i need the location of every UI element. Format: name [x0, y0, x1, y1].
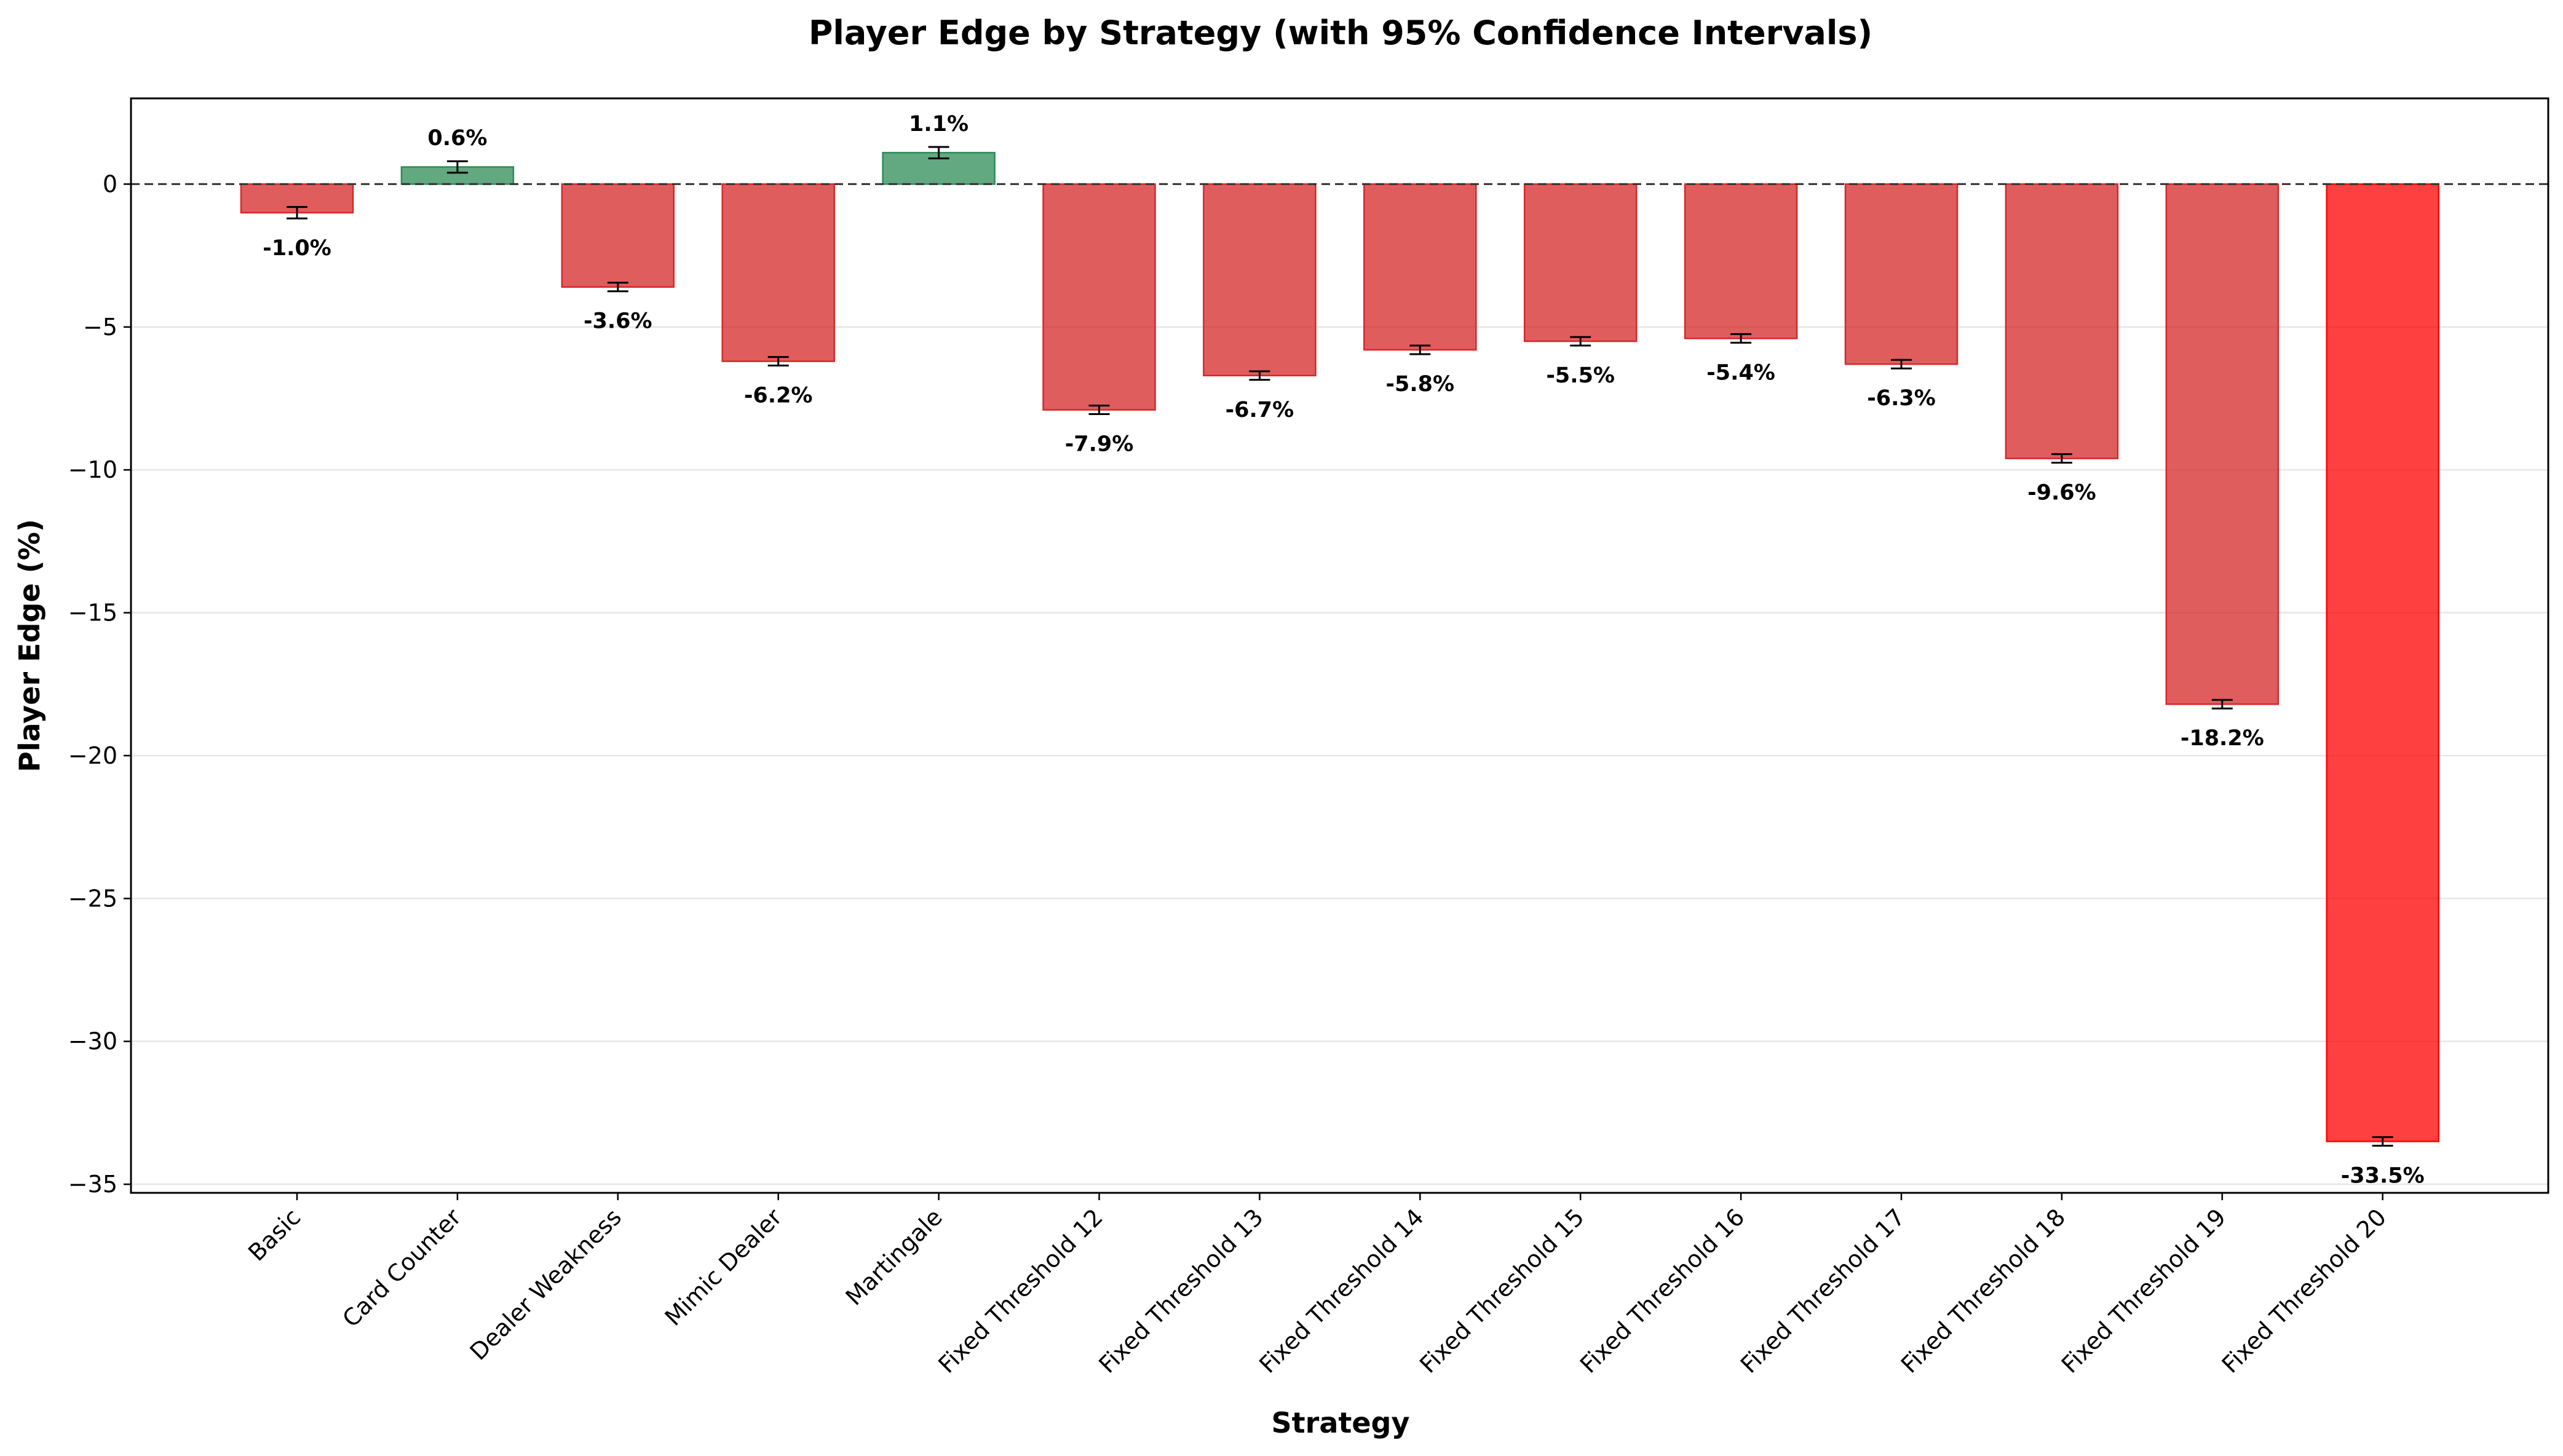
x-tick-label: Fixed Threshold 19 [2056, 1203, 2231, 1378]
data-label: -7.9% [1065, 432, 1134, 457]
bars [240, 152, 2439, 1142]
x-tick-label: Fixed Threshold 17 [1735, 1203, 1910, 1378]
x-tick-label: Fixed Threshold 20 [2217, 1203, 2391, 1378]
bar [1684, 183, 1798, 339]
data-label: 1.1% [909, 112, 969, 136]
x-axis-title: Strategy [1272, 1406, 1410, 1439]
x-tick-label: Mimic Dealer [660, 1203, 788, 1331]
chart-title: Player Edge by Strategy (with 95% Confid… [809, 14, 1872, 52]
bar [2326, 183, 2439, 1142]
bar [1523, 183, 1638, 342]
bar [1844, 183, 1959, 365]
x-tick-label: Fixed Threshold 16 [1575, 1203, 1749, 1378]
y-tick-label: −10 [68, 456, 117, 483]
bar [561, 183, 675, 288]
data-label: -33.5% [2341, 1163, 2425, 1188]
gridlines [131, 326, 2548, 1185]
bar [2165, 183, 2280, 705]
x-tick-label: Card Counter [337, 1203, 466, 1332]
error-bars [287, 146, 2393, 1147]
x-tick-label: Dealer Weakness [465, 1203, 627, 1365]
x-tick-label: Fixed Threshold 18 [1896, 1203, 2070, 1378]
bar [1203, 183, 1317, 377]
bar [1363, 183, 1477, 351]
data-label: -5.4% [1706, 360, 1775, 385]
x-tick-label: Fixed Threshold 13 [1093, 1203, 1268, 1378]
y-tick-label: −25 [68, 885, 117, 912]
x-tick-label: Basic [243, 1203, 306, 1266]
y-tick-label: −30 [68, 1028, 117, 1055]
x-tick-label: Fixed Threshold 14 [1254, 1203, 1428, 1378]
data-label: -6.7% [1226, 398, 1294, 422]
bar [1042, 183, 1156, 411]
y-tick-label: −5 [83, 314, 117, 341]
data-labels: -1.0% 0.6% -3.6% -6.2% 1.1% -7.9% -6.7% -5.8% -5… [263, 112, 2424, 1188]
data-label: 0.6% [427, 126, 487, 151]
data-label: -6.3% [1867, 386, 1936, 411]
data-label: -1.0% [263, 236, 331, 261]
bar [2005, 183, 2119, 459]
y-axis: 0 −5 −10 −15 −20 −25 −30 −35 [68, 170, 131, 1198]
data-label: -9.6% [2027, 481, 2096, 505]
data-label: -3.6% [584, 309, 652, 334]
y-tick-label: −15 [68, 599, 117, 627]
y-tick-label: −35 [68, 1171, 117, 1198]
data-label: -5.5% [1546, 363, 1615, 388]
bar [721, 183, 835, 362]
x-tick-label: Fixed Threshold 15 [1414, 1203, 1589, 1378]
y-tick-label: 0 [103, 170, 117, 197]
data-label: -5.8% [1385, 372, 1454, 397]
y-axis-title: Player Edge (%) [13, 519, 46, 772]
data-label: -6.2% [744, 384, 813, 408]
x-tick-label: Fixed Threshold 12 [933, 1203, 1107, 1378]
data-label: -18.2% [2181, 726, 2264, 751]
x-tick-label: Martingale [841, 1203, 948, 1310]
plot-area-frame [130, 97, 2549, 1194]
y-tick-label: −20 [68, 742, 117, 769]
